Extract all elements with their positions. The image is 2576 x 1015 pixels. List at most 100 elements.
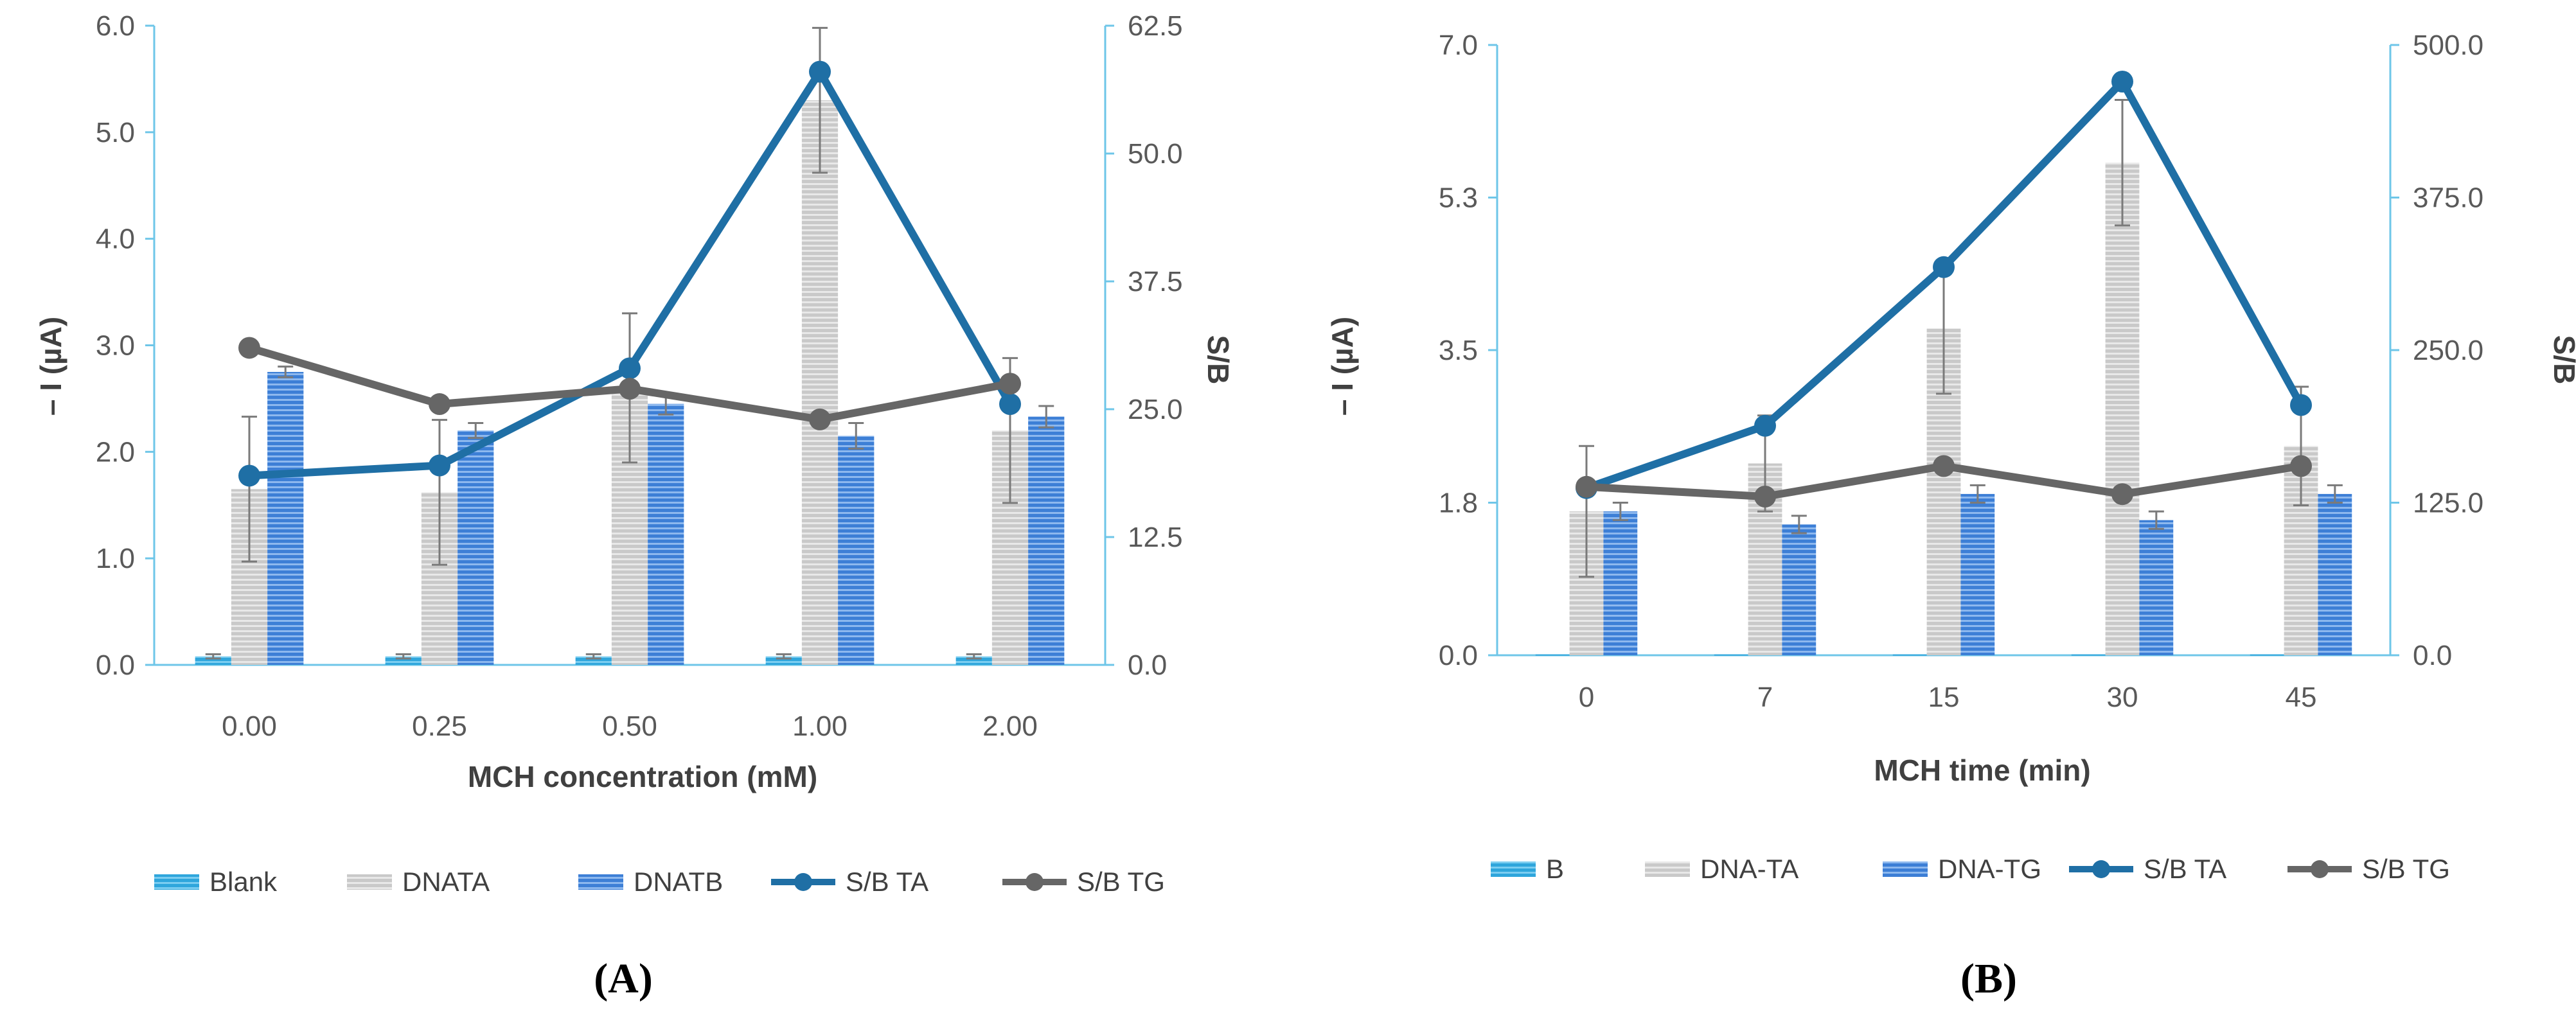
bar-dnatb — [838, 436, 875, 665]
line-point — [2111, 483, 2133, 506]
legend-label: B — [1546, 854, 1564, 884]
chart-panel-b: – I (µA) S/B MCH time (min) (B) 0.0 1.8 3.… — [1326, 30, 2576, 1002]
line-point — [809, 408, 831, 430]
right-tick-label: 62.5 — [1128, 10, 1183, 42]
bar-blank — [195, 656, 231, 665]
line-point — [619, 357, 641, 380]
legend-label: DNATB — [634, 867, 723, 897]
legend-marker — [2092, 860, 2110, 878]
bar-b — [1714, 654, 1748, 656]
bar-dna-tg — [1782, 524, 1817, 655]
legend-marker — [2311, 860, 2329, 878]
line-point — [1933, 256, 1955, 278]
bar-dna-tg — [1960, 493, 1995, 655]
legend-label: S/B TA — [846, 867, 928, 897]
line-point — [238, 337, 260, 359]
line-point — [1576, 475, 1597, 498]
line-point — [2290, 394, 2312, 416]
legend-swatch — [1491, 861, 1536, 877]
left-tick-label: 5.0 — [96, 117, 135, 148]
legend-label: Blank — [209, 867, 278, 897]
category-label: 15 — [1928, 682, 1960, 713]
left-axis-title: – I (µA) — [1326, 317, 1359, 416]
line-point — [429, 393, 450, 416]
bar-dnatb — [1028, 416, 1065, 665]
bar-dna-tg — [1603, 511, 1638, 655]
category-label: 0.00 — [222, 710, 277, 742]
legend-swatch — [1883, 861, 1928, 877]
panel-label: (B) — [1960, 955, 2017, 1002]
right-tick-label: 500.0 — [2413, 30, 2483, 61]
x-axis-title: MCH concentration (mM) — [468, 760, 817, 793]
bar-dnatb — [648, 403, 684, 665]
chart-panel-a: – I (µA) S/B MCH concentration (mM) (A) … — [34, 10, 1235, 1002]
bar-b — [1892, 654, 1927, 656]
right-tick-label: 12.5 — [1128, 522, 1183, 553]
legend-swatch — [347, 874, 392, 890]
line-point — [1933, 455, 1955, 477]
category-label: 0.25 — [412, 710, 467, 742]
bar-dnatb — [457, 430, 494, 665]
right-tick-label: 250.0 — [2413, 335, 2483, 366]
left-tick-label: 6.0 — [96, 10, 135, 42]
legend-marker — [1026, 873, 1044, 891]
category-label: 7 — [1757, 682, 1773, 713]
line-point — [1754, 414, 1776, 437]
line-point — [238, 464, 260, 487]
legend-swatch — [1645, 861, 1690, 877]
x-axis-title: MCH time (min) — [1874, 754, 2090, 787]
left-axis-title: – I (µA) — [34, 317, 67, 416]
bar-dnata — [801, 100, 839, 666]
right-tick-label: 0.0 — [2413, 640, 2452, 671]
line-point — [999, 393, 1021, 416]
right-tick-label: 375.0 — [2413, 182, 2483, 214]
category-label: 30 — [2107, 682, 2138, 713]
bar-blank — [385, 656, 422, 665]
right-axis-title: S/B — [1202, 335, 1235, 385]
bar-b — [1535, 654, 1570, 656]
line-point — [2111, 71, 2133, 93]
category-label: 45 — [2286, 682, 2317, 713]
bar-blank — [955, 656, 992, 665]
legend-label: DNA-TA — [1700, 854, 1799, 884]
legend-swatch — [154, 874, 199, 890]
left-tick-label: 2.0 — [96, 436, 135, 468]
left-tick-label: 3.5 — [1439, 335, 1478, 366]
legend-label: DNATA — [402, 867, 490, 897]
left-tick-label: 7.0 — [1439, 30, 1478, 61]
left-tick-label: 1.0 — [96, 543, 135, 574]
right-tick-label: 25.0 — [1128, 394, 1183, 425]
right-tick-label: 125.0 — [2413, 488, 2483, 519]
line-point — [809, 60, 831, 83]
legend-label: S/B TG — [1077, 867, 1165, 897]
line-point — [1754, 486, 1776, 508]
left-tick-label: 1.8 — [1439, 488, 1478, 519]
bar-dnatb — [267, 371, 304, 665]
line-point — [429, 454, 450, 477]
right-axis-title: S/B — [2548, 335, 2576, 385]
line-point — [619, 378, 641, 400]
left-tick-label: 0.0 — [96, 649, 135, 681]
category-label: 1.00 — [792, 710, 848, 742]
legend-label: DNA-TG — [1938, 854, 2041, 884]
category-label: 0 — [1579, 682, 1594, 713]
left-tick-label: 0.0 — [1439, 640, 1478, 671]
legend-swatch — [578, 874, 623, 890]
category-label: 0.50 — [602, 710, 657, 742]
right-tick-label: 0.0 — [1128, 649, 1167, 681]
right-tick-label: 37.5 — [1128, 266, 1183, 297]
legend-marker — [794, 873, 812, 891]
bar-dna-ta — [2105, 163, 2140, 655]
line-point — [999, 373, 1021, 395]
category-label: 2.00 — [982, 710, 1038, 742]
left-tick-label: 4.0 — [96, 224, 135, 255]
panel-label: (A) — [594, 955, 653, 1002]
line-point — [2290, 455, 2312, 477]
bar-b — [2250, 654, 2284, 656]
legend-label: S/B TA — [2144, 854, 2226, 884]
legend-label: S/B TG — [2362, 854, 2450, 884]
bar-dna-tg — [2139, 520, 2174, 655]
left-tick-label: 3.0 — [96, 330, 135, 362]
left-tick-label: 5.3 — [1439, 182, 1478, 214]
